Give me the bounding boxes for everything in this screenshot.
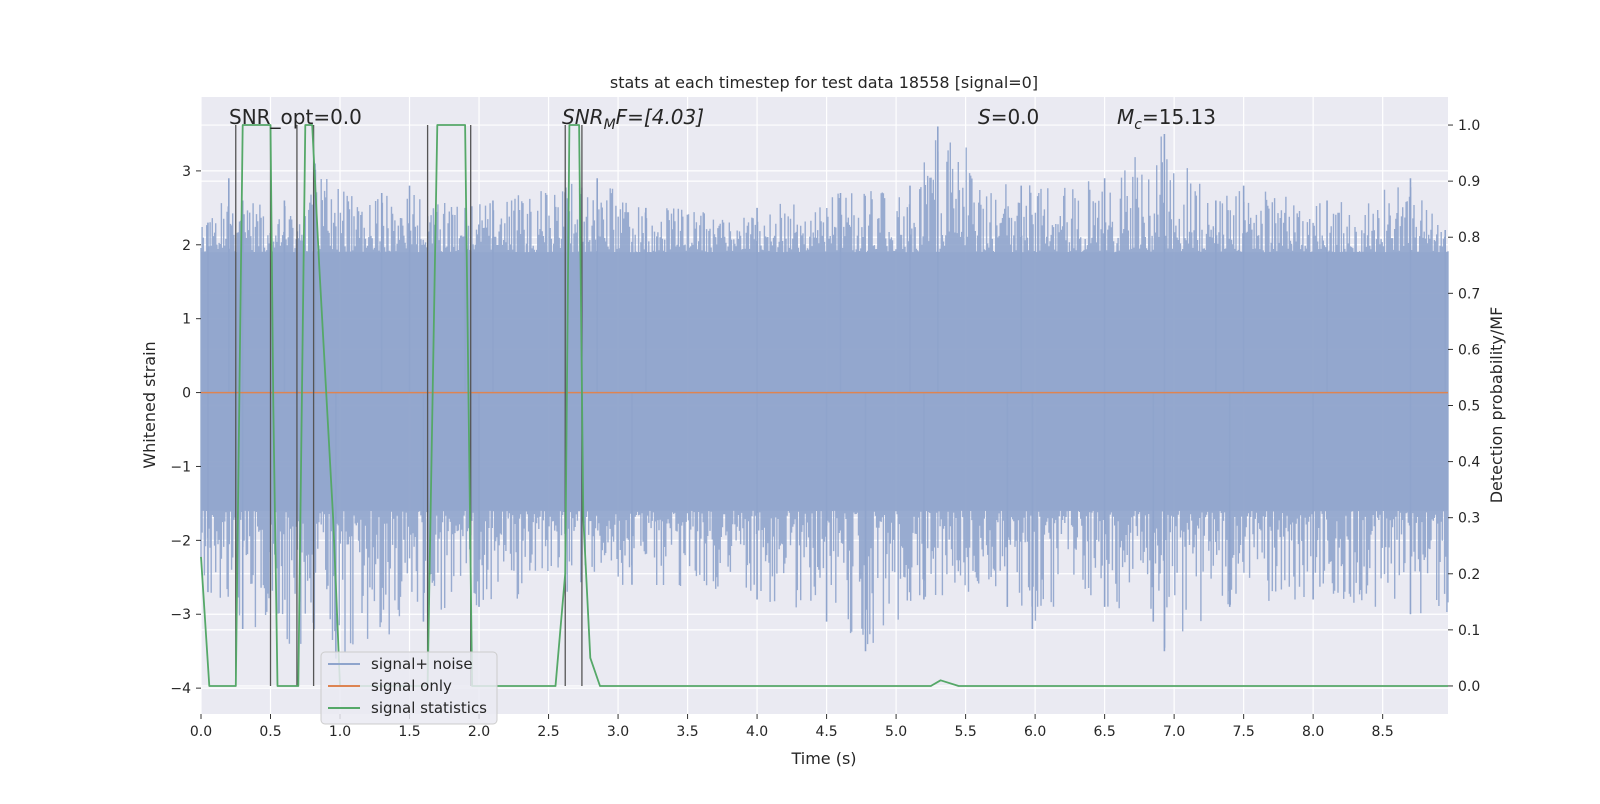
y-tick-label: 0 (182, 386, 191, 402)
x-tick-label: 5.0 (885, 724, 907, 740)
annotation-snr-opt: SNR_opt=0.0 (229, 105, 362, 129)
signal-statistics-line (200, 124, 1448, 687)
x-tick-label: 1.0 (329, 724, 351, 740)
x-tick-label: 7.0 (1163, 724, 1185, 740)
signal-statistics-series (200, 124, 1448, 687)
y2-tick-label: 1.0 (1458, 118, 1480, 134)
annotation-snr-mf: SNRMF=[4.03] (562, 105, 704, 133)
noise-series (200, 126, 1449, 659)
noise-core-band (201, 252, 1448, 511)
annotations: SNR_opt=0.0 SNRMF=[4.03] S=0.0 Mc=15.13 (229, 105, 1216, 133)
y-tick-label: −3 (170, 607, 191, 623)
x-tick-label: 3.0 (607, 724, 629, 740)
x-tick-label: 8.5 (1372, 724, 1394, 740)
annotation-s: S=0.0 (978, 105, 1039, 129)
chart-title: stats at each timestep for test data 185… (610, 73, 1038, 92)
x-tick-label: 2.0 (468, 724, 490, 740)
x-tick-label: 6.0 (1024, 724, 1046, 740)
y2-tick-label: 0.2 (1458, 567, 1480, 583)
y2-tick-label: 0.7 (1458, 286, 1480, 302)
y2-tick-label: 0.3 (1458, 511, 1480, 527)
y2-tick-label: 0.9 (1458, 174, 1480, 190)
y2-tick-label: 0.4 (1458, 455, 1480, 471)
x-tick-label: 1.5 (398, 724, 420, 740)
y-tick-label: −4 (170, 681, 191, 697)
x-tick-label: 5.5 (954, 724, 976, 740)
y-tick-label: 1 (182, 312, 191, 328)
y2-tick-label: 0.0 (1458, 679, 1480, 695)
y2-axis-label: Detection probability/MF (1487, 307, 1506, 504)
x-tick-label: 2.5 (537, 724, 559, 740)
x-tick-label: 4.0 (746, 724, 768, 740)
x-tick-label: 3.5 (676, 724, 698, 740)
legend: signal+ noise signal only signal statist… (320, 651, 498, 725)
y2-tick-label: 0.6 (1458, 342, 1480, 358)
x-tick-label: 0.5 (259, 724, 281, 740)
y2-tick-label: 0.5 (1458, 399, 1480, 415)
annotation-mc: Mc=15.13 (1117, 105, 1216, 133)
axes: 0.0 0.5 1.0 1.5 2.0 2.5 3.0 3.5 4.0 4.5 5.0 5.5 6.0 6… (170, 118, 1480, 740)
y-tick-label: −2 (170, 533, 191, 549)
legend-label-signal: signal only (371, 677, 452, 695)
y-tick-label: 2 (182, 238, 191, 254)
legend-label-noise: signal+ noise (371, 655, 473, 673)
x-tick-label: 8.0 (1302, 724, 1324, 740)
x-tick-label: 6.5 (1093, 724, 1115, 740)
x-axis-label: Time (s) (790, 749, 856, 768)
x-tick-label: 0.0 (190, 724, 212, 740)
legend-label-stats: signal statistics (371, 699, 487, 717)
y-tick-label: 3 (182, 164, 191, 180)
y2-tick-label: 0.1 (1458, 623, 1480, 639)
x-tick-label: 4.5 (815, 724, 837, 740)
y-axis-label: Whitened strain (140, 341, 159, 468)
y2-tick-label: 0.8 (1458, 230, 1480, 246)
legend-box (320, 651, 498, 725)
y-tick-label: −1 (170, 459, 191, 475)
x-tick-label: 7.5 (1233, 724, 1255, 740)
